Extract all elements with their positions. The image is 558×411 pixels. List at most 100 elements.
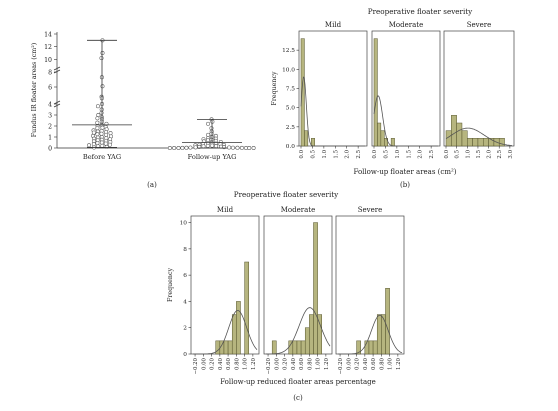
data-point bbox=[95, 116, 100, 121]
panel-label-a: (a) bbox=[147, 181, 157, 189]
y-tick-label: 0 bbox=[183, 352, 187, 358]
x-tick-label: 1.20 bbox=[324, 357, 330, 370]
axis-break-mark bbox=[53, 103, 61, 108]
data-point bbox=[239, 145, 244, 150]
histogram-bar bbox=[223, 340, 229, 355]
data-point bbox=[95, 104, 100, 109]
x-tick-label: 0.60 bbox=[226, 357, 232, 370]
data-point bbox=[193, 145, 198, 150]
x-tick-label: 0.80 bbox=[307, 357, 313, 370]
y-tick-label: 10 bbox=[180, 221, 188, 227]
x-tick-label: 0.5 bbox=[455, 149, 461, 158]
histogram-bar bbox=[467, 138, 473, 147]
data-point bbox=[99, 56, 104, 61]
x-tick-label: 0.00 bbox=[346, 357, 352, 370]
x-tick-label: 0.00 bbox=[274, 357, 280, 370]
x-tick-label: 1.00 bbox=[243, 357, 249, 370]
data-point bbox=[95, 132, 100, 137]
axis-break-mark bbox=[53, 66, 61, 71]
x-tick-label: 0.20 bbox=[283, 357, 289, 370]
data-point bbox=[99, 140, 104, 145]
axis-break-mark bbox=[53, 100, 61, 105]
data-point bbox=[104, 144, 109, 149]
data-point bbox=[206, 132, 211, 137]
facet-frame bbox=[371, 30, 441, 147]
data-point bbox=[230, 145, 235, 150]
histogram-bar bbox=[477, 138, 484, 147]
histogram-bar bbox=[300, 340, 306, 355]
data-point bbox=[167, 146, 172, 150]
histogram-bar bbox=[300, 38, 305, 147]
x-tick-label: 0.5 bbox=[383, 149, 389, 158]
y-tick-label: 7.5 bbox=[286, 87, 296, 93]
histogram-bar bbox=[271, 340, 277, 355]
x-tick-label: 0.0 bbox=[299, 149, 305, 158]
normal-fit-curve bbox=[373, 95, 438, 147]
y-tick-label: 10.0 bbox=[282, 67, 295, 73]
panel-label-c: (c) bbox=[293, 394, 303, 402]
y-tick-label: 12.5 bbox=[282, 48, 295, 54]
facet-label: Severe bbox=[467, 21, 492, 29]
x-tick-label: 1.5 bbox=[333, 149, 339, 158]
histogram-bar bbox=[292, 340, 298, 355]
histogram-bar bbox=[461, 130, 468, 147]
facet-frame bbox=[298, 30, 368, 147]
histogram-bar bbox=[244, 261, 249, 355]
data-point bbox=[176, 146, 181, 150]
histogram-bar bbox=[227, 340, 233, 355]
data-point bbox=[206, 121, 211, 126]
histogram-bar bbox=[311, 138, 315, 147]
facet-severe: Severe −0.20 0.00 0.20 0.40 0.60 0.80 1.00 1.20 bbox=[335, 206, 405, 375]
x-tick-label: 0.60 bbox=[299, 357, 305, 370]
histogram-bar bbox=[356, 340, 361, 355]
x-tick-label: 1.00 bbox=[316, 357, 322, 370]
data-point bbox=[104, 132, 109, 137]
data-point bbox=[107, 142, 112, 147]
y-tick-label: 2.5 bbox=[286, 125, 296, 131]
x-tick-label: 1.5 bbox=[406, 149, 412, 158]
normal-fit-curve bbox=[445, 127, 512, 146]
histogram-bar bbox=[304, 130, 309, 147]
data-point bbox=[251, 146, 256, 150]
x-tick-label: 0.20 bbox=[355, 357, 361, 370]
x-tick-label: 0.00 bbox=[201, 357, 207, 370]
y-tick-label: 12 bbox=[44, 44, 52, 51]
data-point bbox=[99, 131, 104, 136]
y-tick-label: 3 bbox=[48, 113, 52, 120]
panel-b: Preoperative floater severity Mild 0.0 0.5 1… bbox=[271, 7, 515, 189]
histogram-bar bbox=[483, 138, 489, 147]
x-tick-label: 1.00 bbox=[388, 357, 394, 370]
facet-label: Mild bbox=[325, 21, 342, 29]
x-tick-label: 1.20 bbox=[396, 357, 402, 370]
axis-break-mark bbox=[53, 69, 61, 74]
data-point bbox=[184, 145, 189, 150]
histogram-bar bbox=[372, 340, 378, 355]
x-tick-label: 2.5 bbox=[356, 149, 362, 158]
data-point bbox=[247, 146, 252, 150]
data-point bbox=[201, 144, 206, 149]
x-tick-label: 2.5 bbox=[497, 149, 503, 158]
histogram-bar bbox=[368, 340, 374, 355]
histogram-bar bbox=[313, 222, 318, 355]
histogram-bar bbox=[309, 314, 314, 355]
y-tick-label: 5.0 bbox=[286, 106, 296, 112]
histogram-bar bbox=[456, 122, 463, 147]
y-tick-label: 6 bbox=[48, 85, 52, 92]
data-point bbox=[180, 145, 185, 150]
data-point bbox=[96, 113, 101, 117]
histogram-bar bbox=[498, 138, 505, 147]
data-point bbox=[108, 131, 113, 136]
x-tick-label: 2.0 bbox=[487, 149, 493, 158]
y-tick-label: 6 bbox=[183, 273, 187, 279]
data-point bbox=[100, 125, 105, 130]
histogram-bar bbox=[215, 340, 221, 355]
histogram-bar bbox=[304, 327, 310, 355]
data-point bbox=[95, 120, 100, 125]
y-tick-label: 0.0 bbox=[286, 144, 296, 150]
x-tick-label: 2.5 bbox=[429, 149, 435, 158]
x-tick-label: 0.20 bbox=[210, 357, 216, 370]
facet-label: Moderate bbox=[389, 21, 423, 29]
data-point bbox=[91, 130, 96, 135]
data-point bbox=[205, 143, 210, 148]
